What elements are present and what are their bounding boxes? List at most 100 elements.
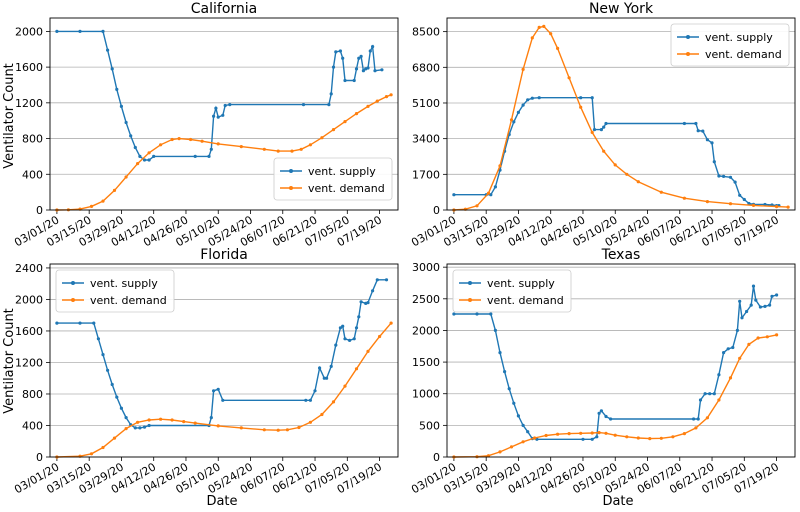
data-point-demand: [343, 384, 347, 388]
data-point-supply: [710, 141, 714, 145]
plot-frame: [446, 17, 796, 211]
data-point-demand: [533, 436, 537, 440]
data-point-supply: [738, 299, 742, 303]
y-tick-label: 1200: [15, 97, 43, 110]
data-point-supply: [115, 87, 119, 91]
legend-box: [55, 269, 175, 313]
data-point-supply: [221, 113, 225, 117]
data-point-supply: [352, 78, 356, 83]
data-point-demand: [331, 400, 336, 404]
data-point-demand: [147, 418, 151, 422]
data-point-demand: [659, 436, 663, 440]
data-point-demand: [170, 418, 174, 422]
data-point-demand: [602, 149, 606, 153]
data-point-demand: [320, 412, 324, 417]
y-tick-label: 5100: [412, 97, 440, 110]
data-point-supply: [498, 351, 502, 355]
legend: vent. supply vent. demand: [273, 157, 393, 201]
data-point-supply: [489, 193, 493, 197]
data-point-supply: [489, 312, 493, 316]
data-point-supply: [380, 68, 384, 72]
y-tick-label: 1700: [412, 168, 440, 181]
data-point-demand: [765, 335, 769, 339]
data-point-demand: [378, 334, 382, 339]
data-point-demand: [159, 143, 163, 147]
data-point-supply: [590, 437, 594, 441]
data-point-supply: [110, 67, 114, 71]
data-point-demand: [375, 99, 379, 103]
series-line-supply: [453, 97, 779, 207]
data-point-supply: [55, 29, 59, 33]
data-point-supply: [359, 54, 363, 59]
data-point-supply: [373, 69, 377, 73]
data-point-demand: [112, 188, 117, 192]
data-point-supply: [503, 370, 507, 374]
data-point-demand: [747, 342, 751, 346]
legend-marker: [686, 52, 690, 56]
data-point-demand: [521, 440, 525, 444]
data-point-supply: [371, 45, 375, 49]
data-point-supply: [599, 128, 604, 132]
legend-label: vent. supply: [487, 277, 555, 290]
data-point-supply: [682, 121, 687, 126]
y-tick-label: 800: [22, 388, 43, 401]
y-tick-label: 1600: [15, 61, 43, 74]
data-point-supply: [703, 392, 707, 396]
data-point-demand: [705, 200, 710, 204]
y-tick-label: 3000: [412, 261, 440, 274]
data-point-supply: [590, 96, 594, 100]
plot-frame: [49, 17, 399, 211]
data-point-supply: [124, 416, 128, 420]
data-point-demand: [604, 431, 608, 435]
y-tick-label: 2000: [412, 324, 440, 337]
data-point-demand: [597, 431, 601, 435]
data-point-demand: [384, 95, 389, 99]
data-point-demand: [124, 427, 128, 431]
y-tick-label: 0: [433, 451, 440, 464]
data-point-demand: [648, 437, 652, 441]
data-point-supply: [354, 326, 359, 330]
y-tick-label: 400: [22, 419, 43, 432]
data-point-demand: [786, 205, 790, 209]
data-point-demand: [262, 428, 266, 432]
data-point-demand: [613, 433, 617, 437]
data-point-demand: [659, 190, 663, 194]
data-point-supply: [452, 312, 456, 316]
data-point-supply: [325, 376, 329, 380]
data-point-demand: [717, 398, 721, 402]
data-point-supply: [101, 29, 105, 33]
data-point-demand: [625, 435, 629, 439]
plot-frame: [49, 263, 399, 458]
data-point-demand: [636, 180, 640, 184]
series-line-supply: [453, 285, 777, 440]
data-point-supply: [758, 305, 763, 309]
data-point-demand: [136, 420, 140, 424]
data-point-supply: [341, 324, 345, 328]
data-point-supply: [604, 414, 608, 419]
chart-title: California: [191, 1, 257, 17]
chart-title: Texas: [601, 247, 641, 263]
data-point-demand: [189, 137, 193, 142]
data-point-demand: [89, 452, 94, 456]
data-point-supply: [722, 351, 726, 355]
data-point-supply: [318, 366, 322, 370]
data-point-supply: [708, 392, 712, 396]
data-point-supply: [115, 395, 119, 399]
legend-label: vent. demand: [487, 294, 564, 307]
data-point-demand: [775, 205, 779, 209]
legend-marker: [468, 281, 472, 285]
data-point-supply: [726, 347, 730, 351]
data-point-supply: [604, 121, 608, 126]
data-point-supply: [592, 128, 597, 132]
data-point-demand: [567, 432, 571, 436]
data-point-demand: [89, 204, 94, 208]
legend-box: [670, 23, 790, 67]
data-point-supply: [384, 278, 389, 282]
data-point-supply: [722, 174, 726, 178]
legend-box: [452, 269, 572, 313]
data-point-demand: [101, 199, 105, 203]
data-point-demand: [177, 137, 181, 141]
data-point-supply: [106, 48, 110, 52]
data-point-demand: [239, 145, 243, 149]
data-point-supply: [308, 398, 312, 402]
